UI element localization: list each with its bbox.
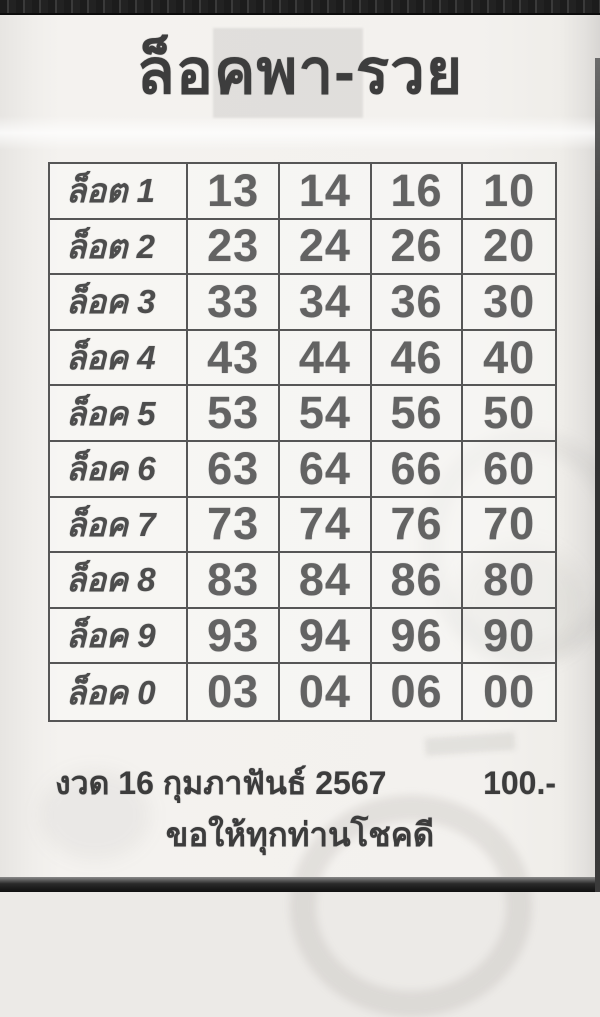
number-cell: 16 xyxy=(372,164,464,218)
number-cell: 30 xyxy=(483,275,536,327)
number-cell: 56 xyxy=(372,386,464,440)
header: ล็อคพา-รวย xyxy=(0,34,600,112)
number-cell: 60 xyxy=(483,442,536,494)
number-cell: 44 xyxy=(280,330,372,385)
row-label: ล็อค 9 xyxy=(50,608,189,663)
number-cell: 04 xyxy=(280,664,372,720)
row-label: ล็อค 4 xyxy=(50,330,189,385)
number-cell: 76 xyxy=(372,497,464,552)
scan-light-band xyxy=(0,116,600,150)
number-cell: 96 xyxy=(372,608,464,663)
table-row: ล็อค 8 83 84 86 80 xyxy=(50,553,555,609)
table-row: ล็อค 0 03 04 06 00 xyxy=(50,664,555,720)
number-cell: 20 xyxy=(483,220,536,272)
table-row: ล็อค 5 53 54 56 50 xyxy=(50,386,555,442)
number-cell: 36 xyxy=(372,275,464,329)
top-edge-band xyxy=(0,0,600,15)
row-label: ล็อค 8 xyxy=(50,553,189,607)
row-label: ล็อค 7 xyxy=(50,497,189,552)
number-cell: 73 xyxy=(188,497,281,552)
draw-date: งวด 16 กุมภาฟันธ์ 2567 xyxy=(55,765,387,801)
table-row: ล็อต 2 23 24 26 20 xyxy=(50,219,555,276)
number-cell: 46 xyxy=(372,330,464,385)
row-label: ล็อค 6 xyxy=(50,441,189,496)
table-row: ล็อค 9 93 94 96 90 xyxy=(50,608,555,665)
row-label: ล็อค 5 xyxy=(50,386,189,440)
number-cell: 63 xyxy=(188,441,281,496)
row-label: ล็อต 2 xyxy=(50,219,189,274)
table-row: ล็อค 4 43 44 46 40 xyxy=(50,330,555,387)
lottery-number-table: ล็อต 1 13 14 16 10 ล็อต 2 23 24 26 20 ล็… xyxy=(48,162,557,722)
number-cell: 43 xyxy=(188,330,281,385)
number-cell: 53 xyxy=(188,386,281,440)
number-cell: 14 xyxy=(280,164,372,218)
blessing-text: ขอให้ทุกท่านโชคดี xyxy=(165,816,435,853)
show-through-mark xyxy=(40,770,150,860)
number-cell: 70 xyxy=(483,498,536,550)
number-cell: 94 xyxy=(280,608,372,663)
number-cell: 26 xyxy=(372,219,464,274)
number-cell: 50 xyxy=(483,387,536,439)
number-cell: 06 xyxy=(372,664,464,720)
table-row: ล็อค 6 63 64 66 60 xyxy=(50,441,555,498)
number-cell: 03 xyxy=(188,664,281,720)
footer-info-line: งวด 16 กุมภาฟันธ์ 2567 100.- xyxy=(55,758,556,809)
table-row: ล็อค 7 73 74 76 70 xyxy=(50,497,555,554)
number-cell: 66 xyxy=(372,441,464,496)
table-row: ล็อต 1 13 14 16 10 xyxy=(50,164,555,220)
number-cell: 86 xyxy=(372,553,464,607)
right-edge-band xyxy=(595,58,600,892)
show-through-mark xyxy=(424,731,516,757)
number-cell: 64 xyxy=(280,441,372,496)
number-cell: 00 xyxy=(483,666,536,718)
bottom-edge-band xyxy=(0,877,600,892)
row-label: ล็อต 1 xyxy=(50,164,189,218)
row-label: ล็อค 0 xyxy=(50,664,189,720)
number-cell: 54 xyxy=(280,386,372,440)
number-cell: 13 xyxy=(188,164,281,218)
number-cell: 24 xyxy=(280,219,372,274)
number-cell: 33 xyxy=(188,275,281,329)
number-cell: 83 xyxy=(188,553,281,607)
page-title: ล็อคพา-รวย xyxy=(136,38,464,107)
number-cell: 40 xyxy=(483,331,536,383)
number-cell: 74 xyxy=(280,497,372,552)
number-cell: 93 xyxy=(188,608,281,663)
row-label: ล็อค 3 xyxy=(50,275,189,329)
table-row: ล็อค 3 33 34 36 30 xyxy=(50,275,555,331)
title-watermark-stamp xyxy=(213,28,363,118)
number-cell: 90 xyxy=(483,609,536,661)
number-cell: 80 xyxy=(483,553,536,605)
number-cell: 84 xyxy=(280,553,372,607)
price: 100.- xyxy=(483,765,556,801)
number-cell: 34 xyxy=(280,275,372,329)
number-cell: 10 xyxy=(483,164,536,216)
number-cell: 23 xyxy=(188,219,281,274)
